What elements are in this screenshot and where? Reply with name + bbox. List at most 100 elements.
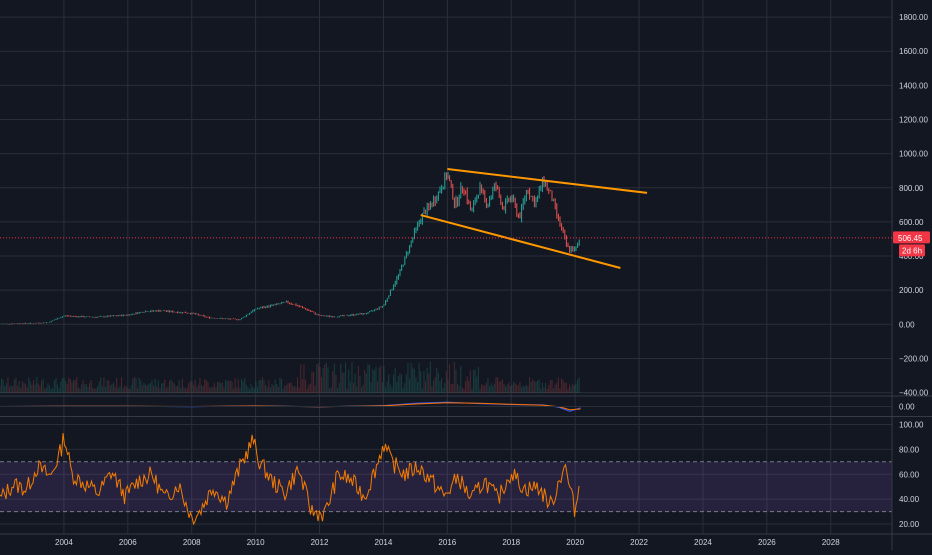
time-tick-label: 2014 [375, 538, 393, 547]
volume-bar [220, 382, 222, 393]
volume-bar [396, 382, 398, 393]
volume-bar [554, 384, 556, 393]
countdown-tag [899, 244, 925, 257]
volume-bar [55, 377, 57, 393]
volume-bar [426, 368, 428, 393]
volume-bar [15, 377, 17, 393]
volume-bar [98, 381, 100, 393]
volume-bar [178, 380, 180, 393]
volume-bar [119, 386, 121, 393]
volume-bars [0, 361, 580, 393]
volume-bar [10, 385, 12, 393]
volume-bar [530, 381, 532, 393]
volume-bar [348, 369, 350, 393]
volume-bar [370, 382, 372, 393]
volume-bar [188, 383, 190, 393]
price-tick-label: 0.00 [899, 320, 915, 329]
volume-bar [185, 388, 187, 393]
volume-bar [274, 379, 276, 393]
volume-bar [149, 382, 151, 393]
volume-bar [357, 366, 359, 393]
volume-bar [113, 382, 115, 393]
volume-bar [428, 373, 430, 393]
time-scale[interactable]: 2004 2006 2008 2010 2012 2014 2016 2018 2020 2022… [55, 538, 840, 547]
volume-bar [543, 387, 545, 393]
time-tick-label: 2020 [566, 538, 584, 547]
volume-bar [383, 365, 385, 393]
volume-bar [221, 382, 223, 393]
volume-bar [469, 370, 471, 393]
trendline-lower[interactable] [420, 214, 621, 269]
time-tick-label: 2016 [438, 538, 456, 547]
rsi-series [0, 433, 580, 526]
volume-bar [365, 373, 367, 393]
volume-bar [172, 381, 174, 393]
volume-bar [437, 372, 439, 393]
volume-bar [397, 375, 399, 393]
volume-bar [466, 376, 468, 393]
price-scale[interactable]: 1800.00 1600.00 1400.00 1200.00 1000.00 800.0… [899, 13, 929, 529]
volume-bar [561, 378, 563, 393]
volume-bar [525, 384, 527, 393]
volume-bar [57, 384, 59, 393]
volume-bar [284, 385, 286, 393]
volume-bar [124, 385, 126, 393]
volume-bar [434, 377, 436, 393]
time-tick-label: 2022 [630, 538, 648, 547]
volume-bar [228, 380, 230, 393]
volume-bar [140, 380, 142, 393]
volume-bar [245, 384, 247, 393]
volume-bar [154, 378, 156, 393]
volume-bar [313, 371, 315, 393]
trendline-upper[interactable] [447, 167, 648, 194]
volume-bar [87, 387, 89, 393]
volume-bar [89, 382, 91, 393]
volume-bar [225, 379, 227, 393]
volume-bar [290, 382, 292, 393]
price-tick-label: 400.00 [899, 252, 924, 261]
volume-bar [577, 379, 579, 393]
volume-bar [194, 379, 196, 393]
current-price-tag [893, 231, 930, 244]
volume-bar [18, 381, 20, 393]
volume-bar [21, 381, 23, 393]
volume-bar [7, 377, 9, 393]
trendlines[interactable] [420, 167, 648, 269]
volume-bar [471, 388, 473, 393]
volume-bar [468, 380, 470, 393]
volume-bar [457, 383, 459, 393]
volume-bar [129, 388, 131, 393]
volume-bar [300, 364, 302, 393]
volume-bar [409, 378, 411, 393]
rsi-band [0, 461, 892, 513]
time-tick-label: 2004 [55, 538, 73, 547]
price-tick-label: 1800.00 [899, 13, 928, 22]
volume-bar [233, 388, 235, 393]
volume-bar [293, 386, 295, 393]
volume-bar [138, 377, 140, 393]
rsi-tick-label: 80.00 [899, 445, 920, 454]
volume-bar [378, 367, 380, 393]
volume-bar [425, 381, 427, 393]
volume-bar [93, 388, 95, 393]
volume-bar [573, 385, 575, 393]
volume-bar [386, 381, 388, 393]
volume-bar [410, 363, 412, 393]
volume-bar [529, 377, 531, 393]
volume-bar [511, 385, 513, 393]
volume-bar [199, 377, 201, 393]
volume-bar [381, 382, 383, 393]
volume-bar [52, 387, 54, 393]
volume-bar [354, 373, 356, 393]
volume-bar [1, 378, 3, 393]
volume-bar [540, 388, 542, 393]
volume-bar [473, 370, 475, 393]
volume-bar [60, 381, 62, 393]
volume-bar [351, 362, 353, 393]
volume-bar [508, 382, 510, 393]
volume-bar [429, 361, 431, 393]
volume-bar [442, 388, 444, 393]
